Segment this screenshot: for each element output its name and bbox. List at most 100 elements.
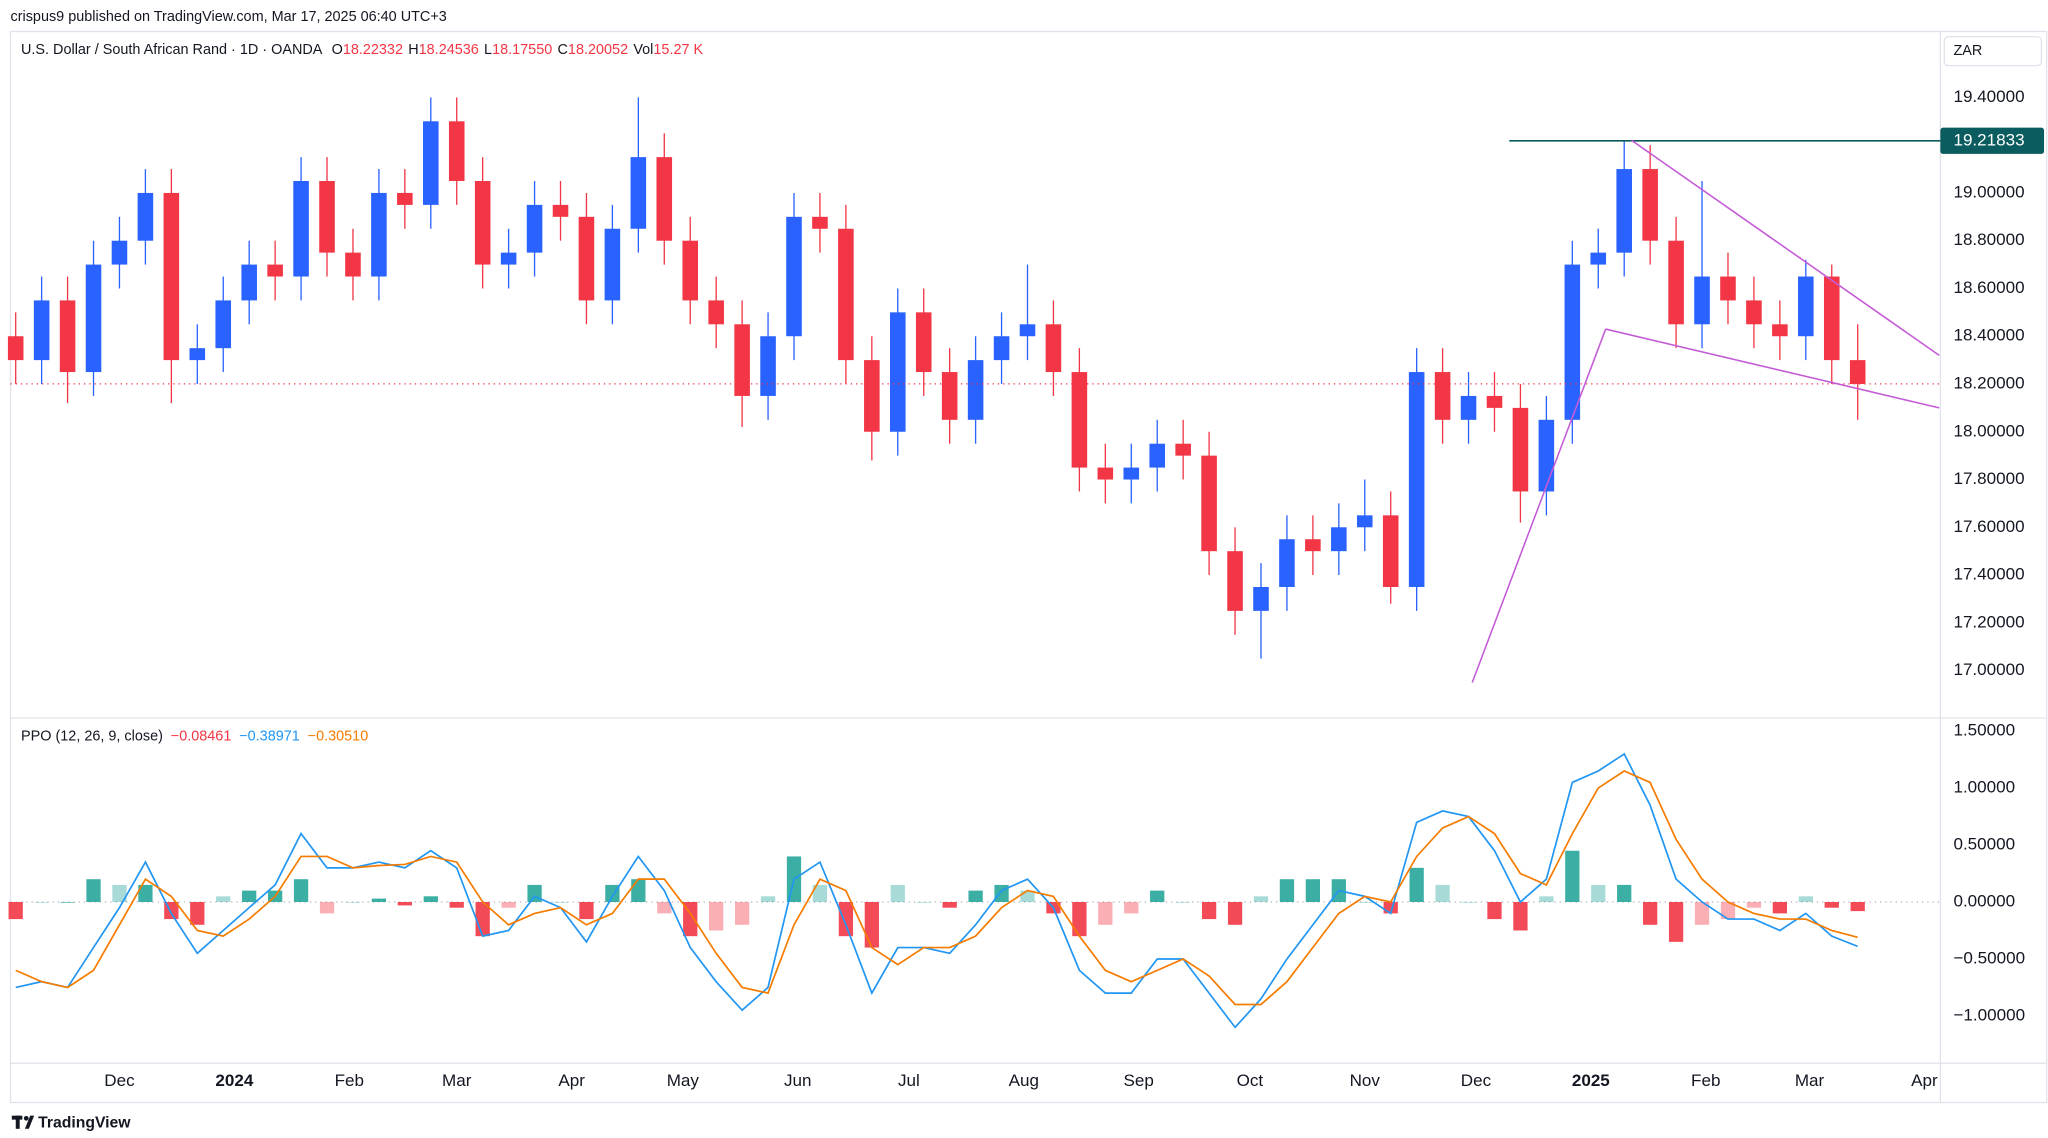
candle-body	[1019, 324, 1036, 337]
publish-note: crispus9 published on TradingView.com, M…	[11, 9, 447, 25]
y-tick-label: 17.60000	[1953, 517, 2024, 536]
histogram-bar	[1201, 902, 1217, 920]
candle-body	[500, 252, 517, 265]
histogram-bar	[60, 902, 75, 903]
candle-body	[1071, 372, 1088, 468]
candle-body	[786, 216, 802, 337]
histogram-bar	[1072, 902, 1087, 937]
histogram-bar	[709, 902, 724, 931]
histogram-bar	[1591, 884, 1606, 903]
histogram-bar	[916, 902, 931, 903]
candle-body	[708, 300, 724, 325]
histogram-bar	[553, 902, 568, 903]
footer-brand: TradingView	[38, 1115, 131, 1132]
indicator-line	[15, 752, 1858, 1029]
candle-body	[1227, 551, 1243, 611]
legend-key: Vol	[633, 42, 653, 58]
y-tick-label: 18.80000	[1953, 230, 2024, 249]
legend-value: 18.22332	[343, 42, 403, 58]
candle-body	[1694, 276, 1710, 325]
candle-body	[423, 121, 439, 205]
candle-body	[1123, 467, 1140, 480]
histogram-bar	[34, 902, 49, 903]
x-tick-label: Oct	[1237, 1071, 1264, 1090]
x-tick-label: Dec	[1461, 1071, 1492, 1090]
histogram-bar	[657, 902, 672, 914]
histogram-bar	[1539, 896, 1554, 903]
y2-tick-label: −1.00000	[1953, 1005, 2025, 1024]
histogram-bar	[1772, 902, 1788, 914]
indicator-line	[15, 770, 1858, 1006]
x-tick-label: Jul	[898, 1071, 920, 1090]
histogram-bar	[1305, 879, 1321, 903]
histogram-bar	[501, 902, 516, 908]
y-tick-label: 17.00000	[1953, 660, 2024, 679]
histogram-bar	[812, 884, 828, 903]
histogram-bar	[1383, 902, 1398, 914]
candle-body	[1564, 264, 1581, 420]
histogram-bar	[1357, 902, 1372, 903]
legend-key: H	[408, 42, 418, 58]
y2-tick-label: 0.50000	[1953, 835, 2015, 854]
indicator-legend: PPO (12, 26, 9, close) −0.08461 −0.38971 −0…	[21, 728, 368, 744]
candle-body	[448, 121, 465, 182]
y2-tick-label: 1.00000	[1953, 778, 2015, 797]
candle-body	[1486, 395, 1503, 408]
histogram-bar	[1409, 867, 1424, 903]
histogram-bar	[890, 884, 905, 903]
y-tick-label: 19.00000	[1953, 182, 2024, 201]
legend-value: 15.27 K	[653, 42, 703, 58]
x-tick-label: 2024	[215, 1071, 253, 1090]
candle-body	[760, 336, 776, 396]
histogram-bar	[1124, 902, 1139, 914]
y-tick-label: 18.00000	[1953, 421, 2024, 440]
indicator-value: −0.38971	[239, 728, 300, 744]
candle-body	[137, 192, 154, 241]
histogram-bar	[1798, 896, 1813, 903]
histogram-bar	[8, 902, 23, 920]
histogram-bar	[1617, 884, 1632, 903]
histogram-bar	[1513, 902, 1528, 931]
histogram-bar	[190, 902, 205, 925]
histogram-bar	[579, 902, 594, 920]
candle-body	[85, 264, 102, 373]
candle-body	[889, 312, 906, 432]
candle-body	[526, 204, 543, 253]
histogram-bar	[423, 896, 438, 903]
candle-body	[1331, 527, 1347, 552]
histogram-bar	[683, 902, 698, 937]
candle-body	[1149, 443, 1166, 468]
candle-body	[1382, 515, 1399, 587]
x-tick-label: Mar	[442, 1071, 472, 1090]
candle-body	[371, 192, 387, 277]
candle-body	[812, 216, 828, 229]
y-tick-label: 17.80000	[1953, 469, 2024, 488]
candle-body	[163, 192, 180, 361]
legend-value: 18.17550	[492, 42, 552, 58]
candle-body	[1305, 539, 1321, 552]
y-tick-label: 18.20000	[1953, 373, 2024, 392]
histogram-bar	[1487, 902, 1502, 920]
histogram-bar	[1824, 902, 1839, 908]
histogram-bar	[760, 896, 776, 903]
x-tick-label: Mar	[1795, 1071, 1825, 1090]
candle-body	[59, 300, 76, 373]
legend-key: L	[484, 42, 492, 58]
histogram-bar	[1694, 902, 1710, 925]
candle-body	[345, 252, 361, 277]
histogram-bar	[1176, 902, 1191, 903]
x-tick-label: Jun	[784, 1071, 812, 1090]
x-tick-label: Feb	[335, 1071, 364, 1090]
candle-body	[1538, 419, 1555, 492]
candle-body	[1849, 360, 1866, 384]
candle-body	[1616, 169, 1632, 253]
trendline	[1605, 328, 1940, 409]
candle-body	[1201, 455, 1217, 552]
candle-body	[189, 348, 206, 361]
histogram-bar	[1850, 902, 1865, 912]
candle-body	[7, 336, 24, 361]
histogram-bar	[734, 902, 750, 925]
